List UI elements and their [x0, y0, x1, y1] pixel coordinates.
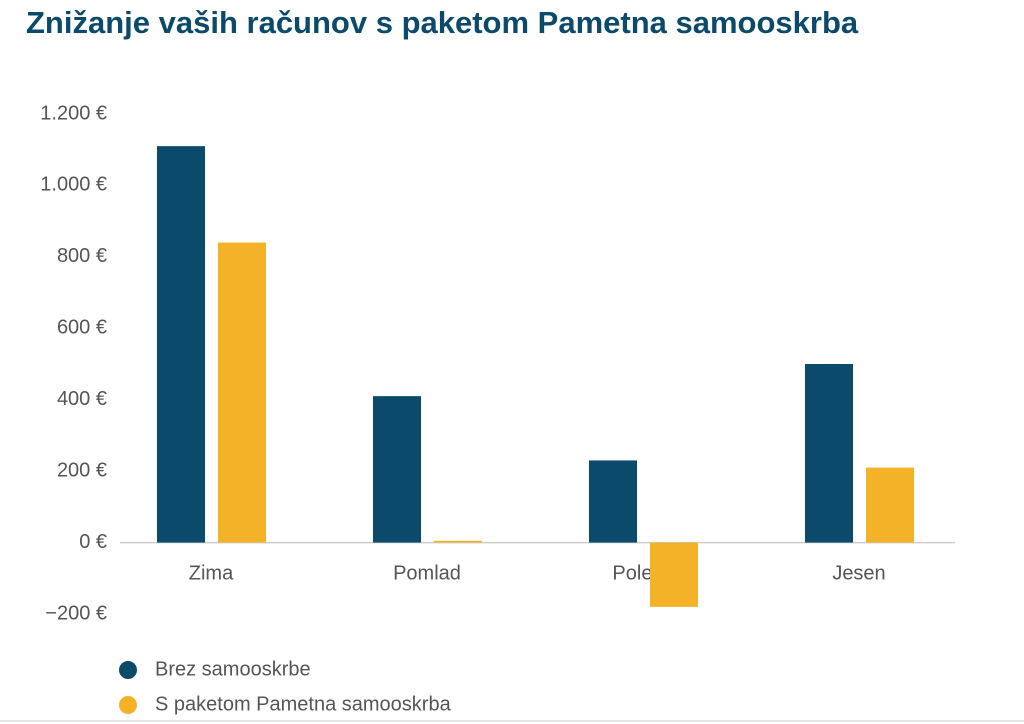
bar — [434, 540, 482, 543]
bar — [866, 467, 914, 543]
bar — [589, 460, 637, 543]
y-tick-label: 1.200 € — [40, 102, 107, 124]
legend-marker — [119, 696, 137, 714]
bar — [805, 364, 853, 543]
y-tick-label: 400 € — [57, 388, 107, 410]
y-tick-label: 1.000 € — [40, 174, 107, 196]
y-tick-label: 800 € — [57, 245, 107, 267]
chart-title: Znižanje vaših računov s paketom Pametna… — [26, 5, 859, 40]
bar — [218, 242, 266, 543]
y-tick-label: 600 € — [57, 317, 107, 339]
x-tick-label: Zima — [189, 562, 234, 584]
x-tick-label: Jesen — [832, 562, 885, 584]
y-tick-label: 200 € — [57, 459, 107, 481]
y-tick-label: −200 € — [45, 602, 107, 624]
legend-marker — [119, 661, 137, 679]
bar — [157, 146, 205, 543]
legend-label: Brez samooskrbe — [155, 658, 311, 680]
bar — [650, 542, 698, 607]
y-tick-label: 0 € — [79, 531, 107, 553]
bar — [373, 396, 421, 543]
legend-label: S paketom Pametna samooskrba — [155, 693, 452, 715]
x-tick-label: Pomlad — [393, 562, 461, 584]
